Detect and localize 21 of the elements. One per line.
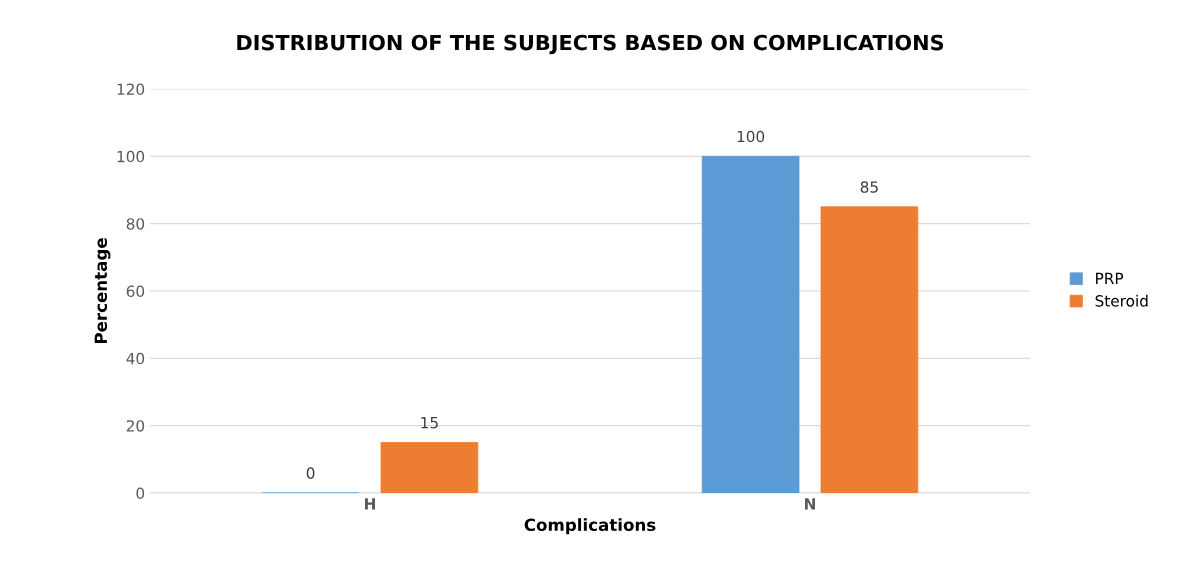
legend-label: Steroid — [1095, 294, 1148, 307]
data-label: 85 — [860, 181, 878, 193]
y-axis-title: Percentage — [94, 238, 111, 344]
x-axis-title: Complications — [524, 518, 656, 535]
y-tick-label: 20 — [126, 420, 145, 432]
bar — [380, 442, 479, 493]
x-tick-label: N — [805, 498, 815, 510]
bar — [701, 155, 800, 493]
x-tick-label: H — [365, 498, 375, 510]
y-tick-label: 100 — [117, 150, 145, 163]
legend-label: PRP — [1096, 272, 1124, 284]
y-tick-label: 60 — [126, 285, 145, 298]
data-label: 0 — [306, 467, 315, 479]
y-tick-label: 80 — [126, 218, 145, 230]
bar — [820, 206, 919, 493]
y-tick-label: 0 — [136, 487, 145, 500]
data-label: 100 — [737, 130, 765, 143]
y-tick-label: 40 — [126, 352, 145, 365]
data-label: 15 — [421, 417, 438, 429]
chart-title: DISTRIBUTION OF THE SUBJECTS BASED ON COMPLICATIONS — [237, 34, 944, 55]
y-tick-label: 120 — [117, 83, 145, 96]
